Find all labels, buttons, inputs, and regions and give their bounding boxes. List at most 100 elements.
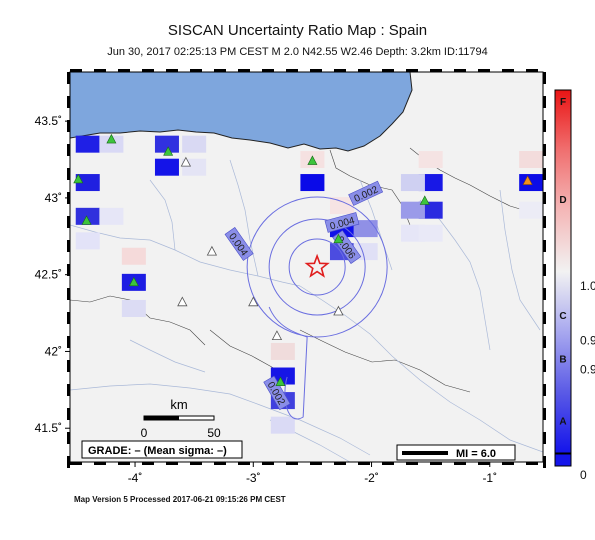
frame-scale-right (543, 312, 546, 324)
frame-scale-right (543, 168, 546, 180)
frame-scale-left (67, 312, 70, 324)
colorbar-bottom-swatch (554, 453, 572, 467)
frame-scale-bottom (142, 462, 154, 465)
rivers (70, 159, 543, 462)
frame-scale-bottom (430, 462, 442, 465)
station-open-icon (333, 305, 344, 316)
frame-scale-top (454, 69, 466, 72)
lat-tick-label: 43˚ (45, 191, 62, 205)
lat-tick-label: 41.5˚ (35, 421, 62, 435)
colorbar-label: F (560, 97, 566, 108)
uncertainty-cell (418, 224, 443, 242)
event-info: Jun 30, 2017 02:25:13 PM CEST M 2.0 N42.… (107, 46, 488, 58)
scale-label-0: 0 (141, 426, 148, 440)
frame-scale-left (67, 144, 70, 156)
frame-scale-top (94, 69, 106, 72)
frame-scale-bottom (454, 462, 466, 465)
lat-tick-label: 42˚ (45, 344, 62, 358)
frame-scale-right (543, 120, 546, 132)
lon-tick-label: -1˚ (482, 471, 497, 485)
frame-scale-right (543, 360, 546, 372)
footer-processing-info: Map Version 5 Processed 2017-06-21 09:15… (74, 495, 286, 504)
frame-scale-left (67, 408, 70, 420)
uncertainty-cell (300, 174, 325, 192)
mi-box: MI = 6.0 (396, 444, 516, 461)
uncertainty-cell (182, 135, 207, 153)
frame-scale-bottom (478, 462, 490, 465)
frame-scale-bottom (238, 462, 250, 465)
station-open-icon (177, 296, 188, 307)
grade-text: GRADE: – (Mean sigma: –) (88, 445, 227, 457)
station-green-icon (81, 215, 92, 225)
frame-scale-top (382, 69, 394, 72)
colorbar-label: 1.0 (580, 279, 595, 293)
frame-scale-left (67, 120, 70, 132)
frame-scale-bottom (190, 462, 202, 465)
colorbar-label: C (559, 311, 566, 322)
frame-scale-bottom (406, 462, 418, 465)
frame-scale-top (142, 69, 154, 72)
uncertainty-cell (75, 232, 100, 250)
scale-label-50: 50 (207, 426, 221, 440)
frame-scale-bottom (262, 462, 274, 465)
epicenter-star-icon (304, 253, 330, 278)
uncertainty-cell (270, 416, 295, 434)
frame-scale-top (478, 69, 490, 72)
uncertainty-cell (270, 342, 295, 360)
frame-scale-left (67, 192, 70, 204)
colorbar-label: A (559, 416, 566, 427)
mi-text: MI = 6.0 (456, 448, 496, 460)
colorbar-label: 0 (580, 468, 587, 482)
frame-scale-left (67, 360, 70, 372)
colorbar-label: B (559, 355, 566, 366)
frame-scale-bottom (70, 462, 82, 465)
lon-tick-label: -3˚ (246, 471, 261, 485)
lat-tick-label: 43.5˚ (35, 114, 62, 128)
frame-scale-right (543, 336, 546, 348)
uncertainty-cell (329, 197, 354, 215)
uncertainty-cell (121, 299, 146, 317)
uncertainty-cell (75, 174, 100, 192)
map-title: SISCAN Uncertainty Ratio Map : Spain (167, 22, 428, 39)
station-open-icon (271, 330, 283, 340)
frame-scale-top (286, 69, 298, 72)
lon-tick-label: -2˚ (364, 471, 379, 485)
frame-scale-right (543, 384, 546, 396)
frame-scale-top (502, 69, 514, 72)
frame-scale-right (543, 72, 546, 84)
station-open-icon (248, 296, 259, 307)
uncertainty-cell (75, 207, 100, 225)
frame-scale-bottom (166, 462, 178, 465)
station-green-icon (128, 276, 139, 287)
frame-scale-bottom (334, 462, 346, 465)
uncertainty-cell (418, 151, 443, 169)
frame-scale-left (67, 264, 70, 276)
grade-box: GRADE: – (Mean sigma: –) (81, 440, 243, 459)
uncertainty-cell (99, 207, 124, 225)
colorbar-label: D (559, 195, 566, 206)
frame-scale-right (543, 288, 546, 300)
uncertainty-cell (154, 135, 179, 153)
frame-scale-top (310, 69, 322, 72)
frame-scale-left (67, 216, 70, 228)
colorbar-label: 0.9 (580, 363, 595, 377)
frame-scale-right (543, 240, 546, 252)
station-green-icon (73, 173, 84, 184)
contour-middle (268, 218, 366, 316)
uncertainty-cell (154, 158, 179, 176)
frame-scale-right (543, 96, 546, 108)
scale-bar: km 0 50 (141, 397, 221, 440)
frame-scale-left (67, 72, 70, 84)
station-green-icon (275, 376, 286, 386)
frame-scale-right (543, 144, 546, 156)
frame-scale-bottom (310, 462, 322, 465)
frame-scale-bottom (214, 462, 226, 465)
frame-scale-right (543, 432, 546, 444)
station-orange-icon (522, 175, 533, 185)
frame-scale-right (543, 216, 546, 228)
frame-scale-left (67, 432, 70, 444)
frame-scale-bottom (526, 462, 538, 465)
scale-unit: km (170, 397, 187, 412)
frame-scale-right (543, 264, 546, 276)
